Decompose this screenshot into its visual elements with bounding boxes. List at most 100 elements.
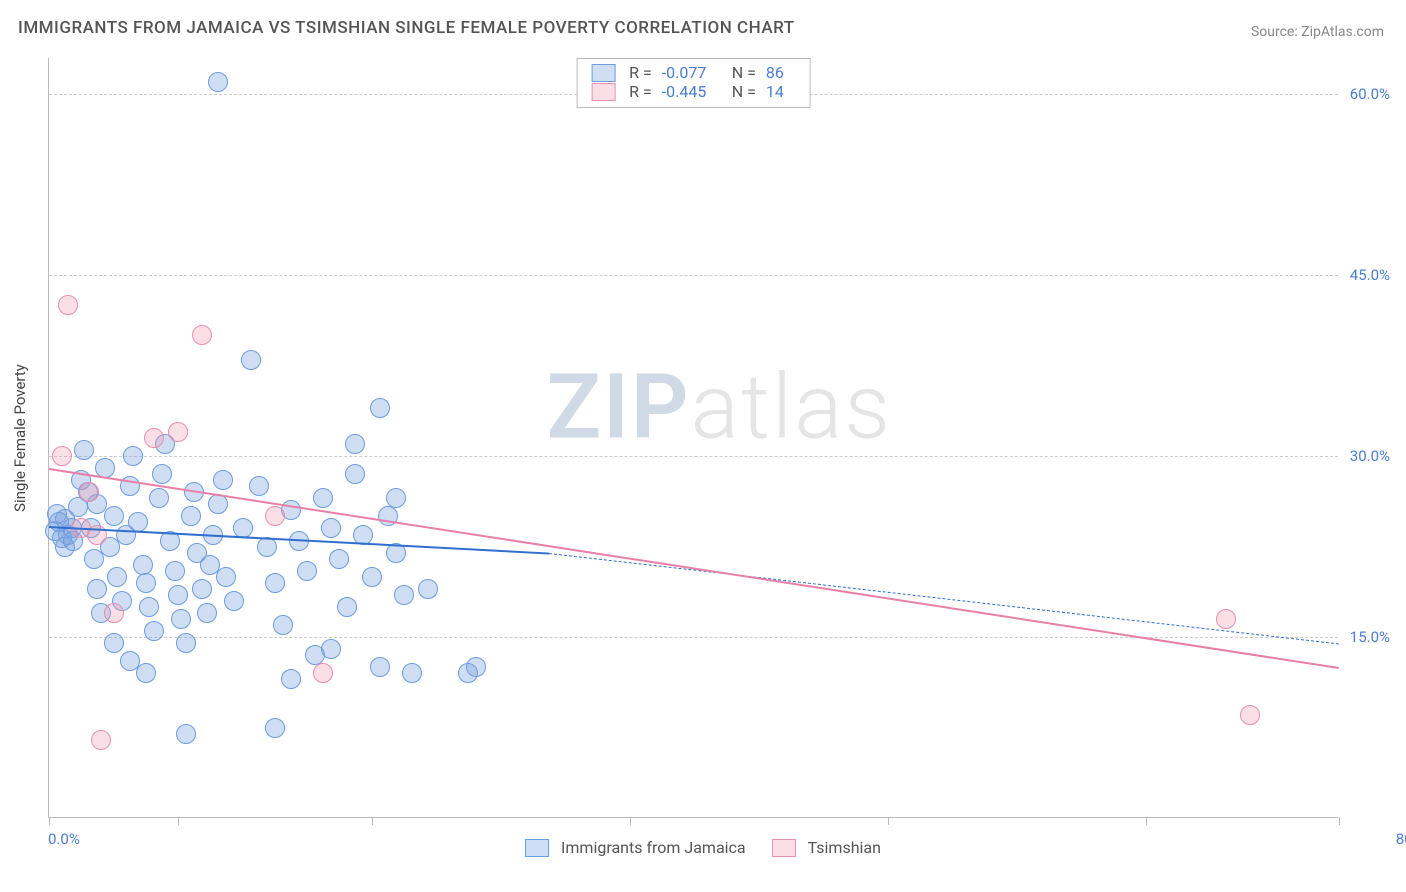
legend-r-label: R = — [629, 63, 652, 82]
legend-n-value: 14 — [766, 82, 796, 101]
gridline — [49, 275, 1338, 276]
y-tick-label: 45.0% — [1350, 266, 1390, 284]
data-point — [249, 476, 269, 496]
data-point — [197, 603, 217, 623]
data-point — [74, 440, 94, 460]
y-axis-title: Single Female Poverty — [11, 364, 29, 512]
source-label: Source: — [1251, 24, 1298, 40]
plot-wrap: Single Female Poverty ZIPatlas R =-0.077… — [48, 58, 1388, 818]
x-tick — [372, 817, 373, 825]
data-point — [176, 633, 196, 653]
trend-line — [549, 553, 1339, 644]
data-point — [345, 464, 365, 484]
data-point — [370, 657, 390, 677]
data-point — [402, 663, 422, 683]
data-point — [213, 470, 233, 490]
data-point — [321, 639, 341, 659]
data-point — [91, 730, 111, 750]
x-tick — [1339, 817, 1340, 825]
legend-swatch — [591, 83, 615, 101]
data-point — [104, 603, 124, 623]
data-point — [297, 561, 317, 581]
plot-area: ZIPatlas R =-0.077N =86R =-0.445N =14 15… — [48, 58, 1338, 818]
data-point — [79, 482, 99, 502]
legend-swatch — [525, 839, 549, 857]
data-point — [58, 295, 78, 315]
data-point — [386, 488, 406, 508]
x-tick — [888, 817, 889, 825]
legend-series: Immigrants from Jamaica Tsimshian — [525, 838, 881, 857]
data-point — [265, 573, 285, 593]
source-value: ZipAtlas.com — [1301, 24, 1384, 40]
watermark-zip: ZIP — [547, 355, 691, 460]
legend-row: R =-0.445N =14 — [591, 82, 796, 101]
data-point — [418, 579, 438, 599]
data-point — [241, 350, 261, 370]
x-tick — [178, 817, 179, 825]
gridline — [49, 456, 1338, 457]
legend-item: Tsimshian — [772, 838, 881, 857]
watermark: ZIPatlas — [547, 355, 892, 460]
source-attribution: Source: ZipAtlas.com — [1251, 24, 1384, 40]
data-point — [136, 573, 156, 593]
legend-swatch — [591, 64, 615, 82]
data-point — [104, 506, 124, 526]
data-point — [181, 506, 201, 526]
data-point — [1240, 705, 1260, 725]
data-point — [362, 567, 382, 587]
legend-item: Immigrants from Jamaica — [525, 838, 746, 857]
data-point — [144, 428, 164, 448]
legend-swatch — [772, 839, 796, 857]
data-point — [152, 464, 172, 484]
data-point — [370, 398, 390, 418]
data-point — [87, 579, 107, 599]
legend-row: R =-0.077N =86 — [591, 63, 796, 82]
x-tick — [630, 817, 631, 825]
legend-correlation: R =-0.077N =86R =-0.445N =14 — [576, 58, 811, 108]
x-axis-max-label: 80.0% — [1396, 830, 1406, 848]
legend-n-label: N = — [732, 82, 756, 101]
data-point — [133, 555, 153, 575]
data-point — [466, 657, 486, 677]
data-point — [192, 325, 212, 345]
data-point — [394, 585, 414, 605]
data-point — [139, 597, 159, 617]
x-tick — [1146, 817, 1147, 825]
data-point — [321, 518, 341, 538]
data-point — [313, 663, 333, 683]
data-point — [337, 597, 357, 617]
data-point — [47, 504, 67, 524]
legend-r-label: R = — [629, 82, 652, 101]
y-tick-label: 60.0% — [1350, 85, 1390, 103]
x-axis-min-label: 0.0% — [48, 830, 80, 848]
data-point — [216, 567, 236, 587]
data-point — [345, 434, 365, 454]
data-point — [273, 615, 293, 635]
legend-label: Tsimshian — [808, 838, 881, 857]
data-point — [123, 446, 143, 466]
legend-n-label: N = — [732, 63, 756, 82]
data-point — [281, 669, 301, 689]
data-point — [171, 609, 191, 629]
data-point — [107, 567, 127, 587]
data-point — [313, 488, 333, 508]
data-point — [176, 724, 196, 744]
data-point — [265, 718, 285, 738]
data-point — [224, 591, 244, 611]
data-point — [192, 579, 212, 599]
legend-label: Immigrants from Jamaica — [561, 838, 746, 857]
legend-n-value: 86 — [766, 63, 796, 82]
data-point — [168, 422, 188, 442]
data-point — [168, 585, 188, 605]
data-point — [136, 663, 156, 683]
data-point — [208, 72, 228, 92]
trend-line — [49, 468, 1339, 669]
watermark-atlas: atlas — [691, 355, 892, 460]
data-point — [144, 621, 164, 641]
x-tick — [49, 817, 50, 825]
data-point — [1216, 609, 1236, 629]
data-point — [329, 549, 349, 569]
data-point — [104, 633, 124, 653]
chart-title: IMMIGRANTS FROM JAMAICA VS TSIMSHIAN SIN… — [18, 18, 795, 38]
y-tick-label: 15.0% — [1350, 628, 1390, 646]
